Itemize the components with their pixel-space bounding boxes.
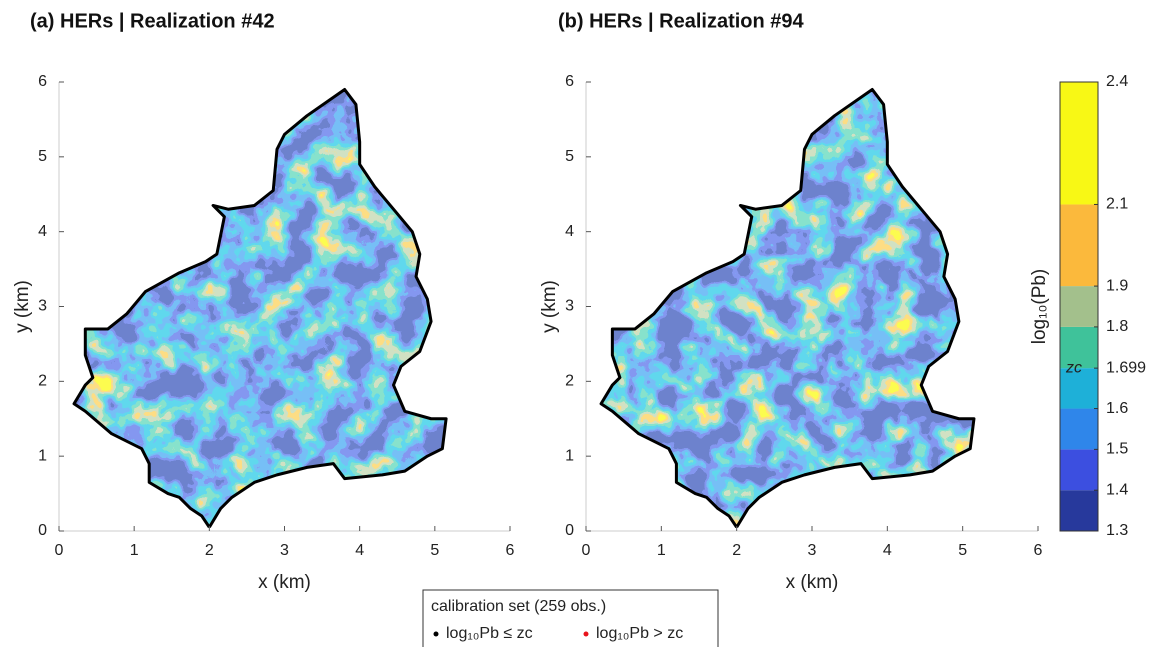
x-tick-label: 0	[582, 542, 591, 559]
y-tick-label: 1	[565, 447, 574, 464]
colorbar-segment	[1060, 449, 1098, 491]
raster	[601, 89, 974, 528]
x-tick-label: 1	[130, 542, 139, 559]
legend-marker	[583, 631, 589, 637]
legend-label: log₁₀Pb ≤ zc	[446, 625, 533, 642]
y-axis-label: y (km)	[12, 280, 33, 333]
colorbar-tick-label: 1.8	[1106, 318, 1128, 335]
legend-label: log₁₀Pb > zc	[596, 625, 683, 642]
colorbar-tick-label: 1.3	[1106, 522, 1128, 539]
legend-marker	[433, 631, 439, 637]
y-tick-label: 3	[565, 298, 574, 315]
y-tick-label: 3	[38, 298, 47, 315]
colorbar-tick-label: 1.9	[1106, 277, 1128, 294]
raster	[74, 89, 447, 528]
y-tick-label: 0	[38, 522, 47, 539]
colorbar-tick-label: 2.1	[1106, 196, 1128, 213]
colorbar-frame	[1059, 81, 1099, 532]
y-tick-label: 5	[565, 148, 574, 165]
y-tick-label: 4	[565, 223, 574, 240]
colorbar-segment	[1060, 408, 1098, 450]
x-tick-label: 3	[280, 542, 289, 559]
x-tick-label: 1	[657, 542, 666, 559]
y-axis-label: y (km)	[539, 280, 560, 333]
boundary	[599, 87, 976, 529]
x-tick-label: 2	[732, 542, 741, 559]
x-axis-label: x (km)	[258, 572, 311, 593]
y-tick-label: 4	[38, 223, 47, 240]
panel-title: (b) HERs | Realization #94	[558, 10, 805, 32]
y-tick-label: 0	[565, 522, 574, 539]
boundary	[72, 87, 448, 529]
x-tick-label: 2	[205, 542, 214, 559]
colorbar-label: log₁₀(Pb)	[1029, 269, 1050, 345]
y-tick-label: 6	[565, 73, 574, 90]
x-tick-label: 0	[55, 542, 64, 559]
y-tick-label: 1	[38, 447, 47, 464]
x-tick-label: 4	[883, 542, 892, 559]
colorbar-tick-label: 1.6	[1106, 400, 1128, 417]
y-tick-label: 2	[565, 373, 574, 390]
colorbar-tick-label: 1.4	[1106, 481, 1128, 498]
x-tick-label: 5	[430, 542, 439, 559]
panel-title: (a) HERs | Realization #42	[30, 10, 275, 32]
colorbar-segment	[1060, 368, 1098, 409]
x-tick-label: 3	[808, 542, 817, 559]
colorbar-segment	[1060, 82, 1098, 205]
x-tick-label: 6	[506, 542, 515, 559]
colorbar-tick-label: 1.5	[1106, 441, 1128, 458]
x-tick-label: 5	[958, 542, 967, 559]
x-tick-label: 4	[355, 542, 364, 559]
legend-title: calibration set (259 obs.)	[431, 598, 606, 615]
y-tick-label: 2	[38, 373, 47, 390]
y-tick-label: 5	[38, 148, 47, 165]
y-tick-label: 6	[38, 73, 47, 90]
threshold-label: zc	[1065, 359, 1082, 376]
colorbar-tick-label: 2.4	[1106, 73, 1128, 90]
x-axis-label: x (km)	[786, 572, 839, 593]
colorbar-segment	[1060, 326, 1098, 369]
x-tick-label: 6	[1034, 542, 1043, 559]
colorbar-segment	[1060, 490, 1098, 531]
colorbar-segment	[1060, 286, 1098, 327]
colorbar-segment	[1060, 204, 1098, 287]
legend-box	[422, 589, 719, 647]
colorbar-tick-label: 1.699	[1106, 359, 1146, 376]
